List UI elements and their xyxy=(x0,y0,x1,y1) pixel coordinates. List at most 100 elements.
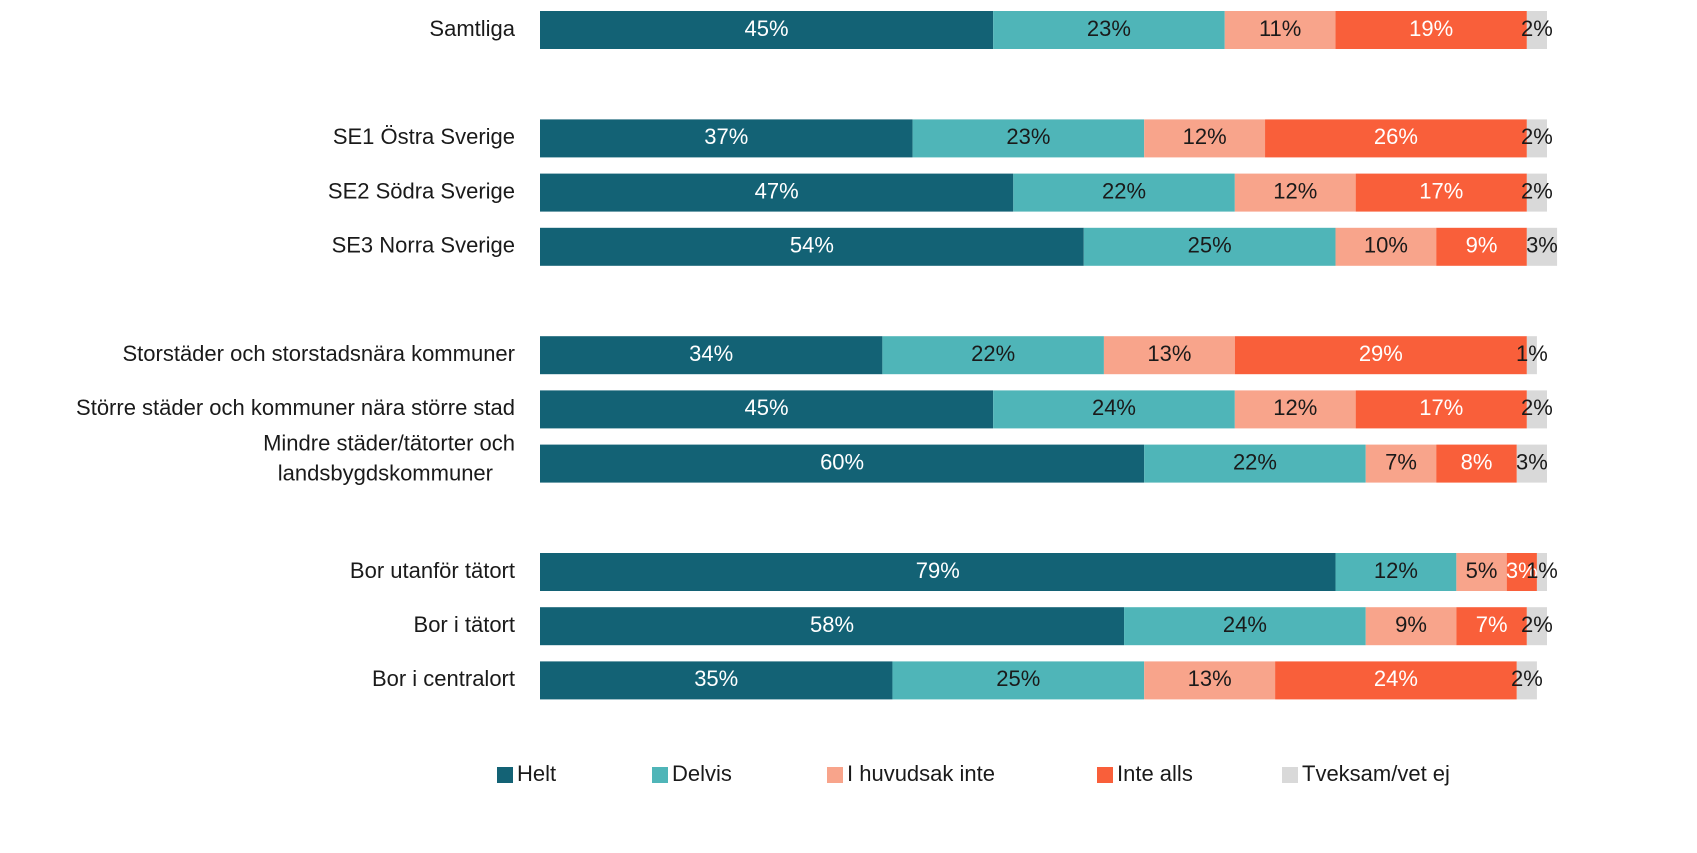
bar-segment xyxy=(540,553,1336,591)
bar-segment xyxy=(540,173,1014,212)
value-label: 11% xyxy=(1259,16,1301,41)
value-label: 45% xyxy=(745,16,789,41)
value-label: 13% xyxy=(1188,666,1232,691)
legend-swatch xyxy=(1097,767,1113,783)
bar-segment xyxy=(540,444,1145,483)
bar-segment xyxy=(1144,444,1366,483)
bar-segment xyxy=(1456,607,1527,646)
value-label: 1% xyxy=(1516,341,1548,366)
bar-segment xyxy=(912,119,1145,158)
value-label: 23% xyxy=(1006,124,1050,149)
bar-segment xyxy=(1265,119,1527,158)
value-label: 17% xyxy=(1419,395,1463,420)
bar-segment xyxy=(1526,227,1558,266)
value-label: 9% xyxy=(1395,612,1427,637)
value-label: 3% xyxy=(1506,558,1538,583)
bar-segment xyxy=(540,119,913,158)
category-label: Större städer och kommuner nära större s… xyxy=(76,395,515,420)
bar-segment xyxy=(540,607,1125,646)
value-label: 9% xyxy=(1466,233,1498,258)
value-label: 24% xyxy=(1223,612,1267,637)
value-label: 2% xyxy=(1521,124,1553,149)
value-label: 2% xyxy=(1521,16,1553,41)
bar-segment xyxy=(1456,553,1507,591)
bar-segment xyxy=(1335,11,1527,49)
bar-segment xyxy=(540,336,883,375)
value-label: 23% xyxy=(1087,16,1131,41)
bar-segment xyxy=(1516,444,1547,483)
bar-segment xyxy=(882,336,1104,375)
value-label: 25% xyxy=(1188,233,1232,258)
legend-label: Helt xyxy=(517,761,556,786)
legend-swatch xyxy=(827,767,843,783)
value-label: 12% xyxy=(1374,558,1418,583)
bar-segment xyxy=(1526,119,1547,158)
bar-segment xyxy=(1275,661,1517,700)
category-label: Mindre städer/tätorter och landsbygdskomm… xyxy=(263,430,515,485)
bar-segment xyxy=(1144,119,1266,158)
value-label: 19% xyxy=(1409,16,1453,41)
category-label: Bor utanför tätort xyxy=(350,558,515,583)
legend-label: I huvudsak inte xyxy=(847,761,995,786)
bar-segment xyxy=(1526,173,1547,212)
value-label: 17% xyxy=(1419,178,1463,203)
value-label: 47% xyxy=(755,178,799,203)
category-label: SE2 Södra Sverige xyxy=(328,178,515,203)
value-label: 5% xyxy=(1466,558,1498,583)
bar-segment xyxy=(540,11,994,49)
value-label: 2% xyxy=(1511,666,1543,691)
value-label: 58% xyxy=(810,612,854,637)
bar-segment xyxy=(1526,607,1547,646)
bar-segment xyxy=(993,11,1225,49)
bar-segment xyxy=(1436,444,1517,483)
value-label: 26% xyxy=(1374,124,1418,149)
legend-swatch xyxy=(1282,767,1298,783)
bar-segment xyxy=(1355,173,1527,212)
value-label: 79% xyxy=(916,558,960,583)
legend-label: Tveksam/vet ej xyxy=(1302,761,1450,786)
bar-segment xyxy=(1526,336,1537,375)
bar-segment xyxy=(1506,553,1537,591)
value-label: 10% xyxy=(1364,233,1408,258)
bar-segment xyxy=(1526,11,1547,49)
value-label: 1% xyxy=(1526,558,1558,583)
bar-segment xyxy=(1436,227,1527,266)
bar-segment xyxy=(1516,661,1537,700)
legend-label: Delvis xyxy=(672,761,732,786)
value-label: 34% xyxy=(689,341,733,366)
value-label: 12% xyxy=(1183,124,1227,149)
bar-segment xyxy=(1335,553,1457,591)
value-label: 13% xyxy=(1147,341,1191,366)
value-label: 22% xyxy=(971,341,1015,366)
category-label: Bor i centralort xyxy=(372,666,515,691)
bar-segment xyxy=(993,390,1235,429)
category-label: SE1 Östra Sverige xyxy=(333,124,515,149)
value-label: 12% xyxy=(1273,395,1317,420)
category-label: Samtliga xyxy=(429,16,515,41)
legend-swatch xyxy=(652,767,668,783)
value-label: 24% xyxy=(1374,666,1418,691)
value-label: 12% xyxy=(1273,178,1317,203)
bar-segment xyxy=(1224,11,1336,49)
bar-segment xyxy=(1234,390,1356,429)
bar-segment xyxy=(540,390,994,429)
value-label: 22% xyxy=(1233,449,1277,474)
bar-segment xyxy=(1234,173,1356,212)
value-label: 2% xyxy=(1521,395,1553,420)
value-label: 7% xyxy=(1476,612,1508,637)
value-label: 45% xyxy=(745,395,789,420)
value-label: 22% xyxy=(1102,178,1146,203)
value-label: 35% xyxy=(694,666,738,691)
value-label: 60% xyxy=(820,449,864,474)
category-label: Storstäder och storstadsnära kommuner xyxy=(122,341,515,366)
bar-segment xyxy=(1365,607,1457,646)
bar-segment xyxy=(1144,661,1276,700)
value-label: 24% xyxy=(1092,395,1136,420)
bar-segment xyxy=(1526,390,1547,429)
bar-segment xyxy=(1365,444,1437,483)
value-label: 25% xyxy=(996,666,1040,691)
bar-segment xyxy=(892,661,1145,700)
category-label: SE3 Norra Sverige xyxy=(332,233,515,258)
legend-label: Inte alls xyxy=(1117,761,1193,786)
